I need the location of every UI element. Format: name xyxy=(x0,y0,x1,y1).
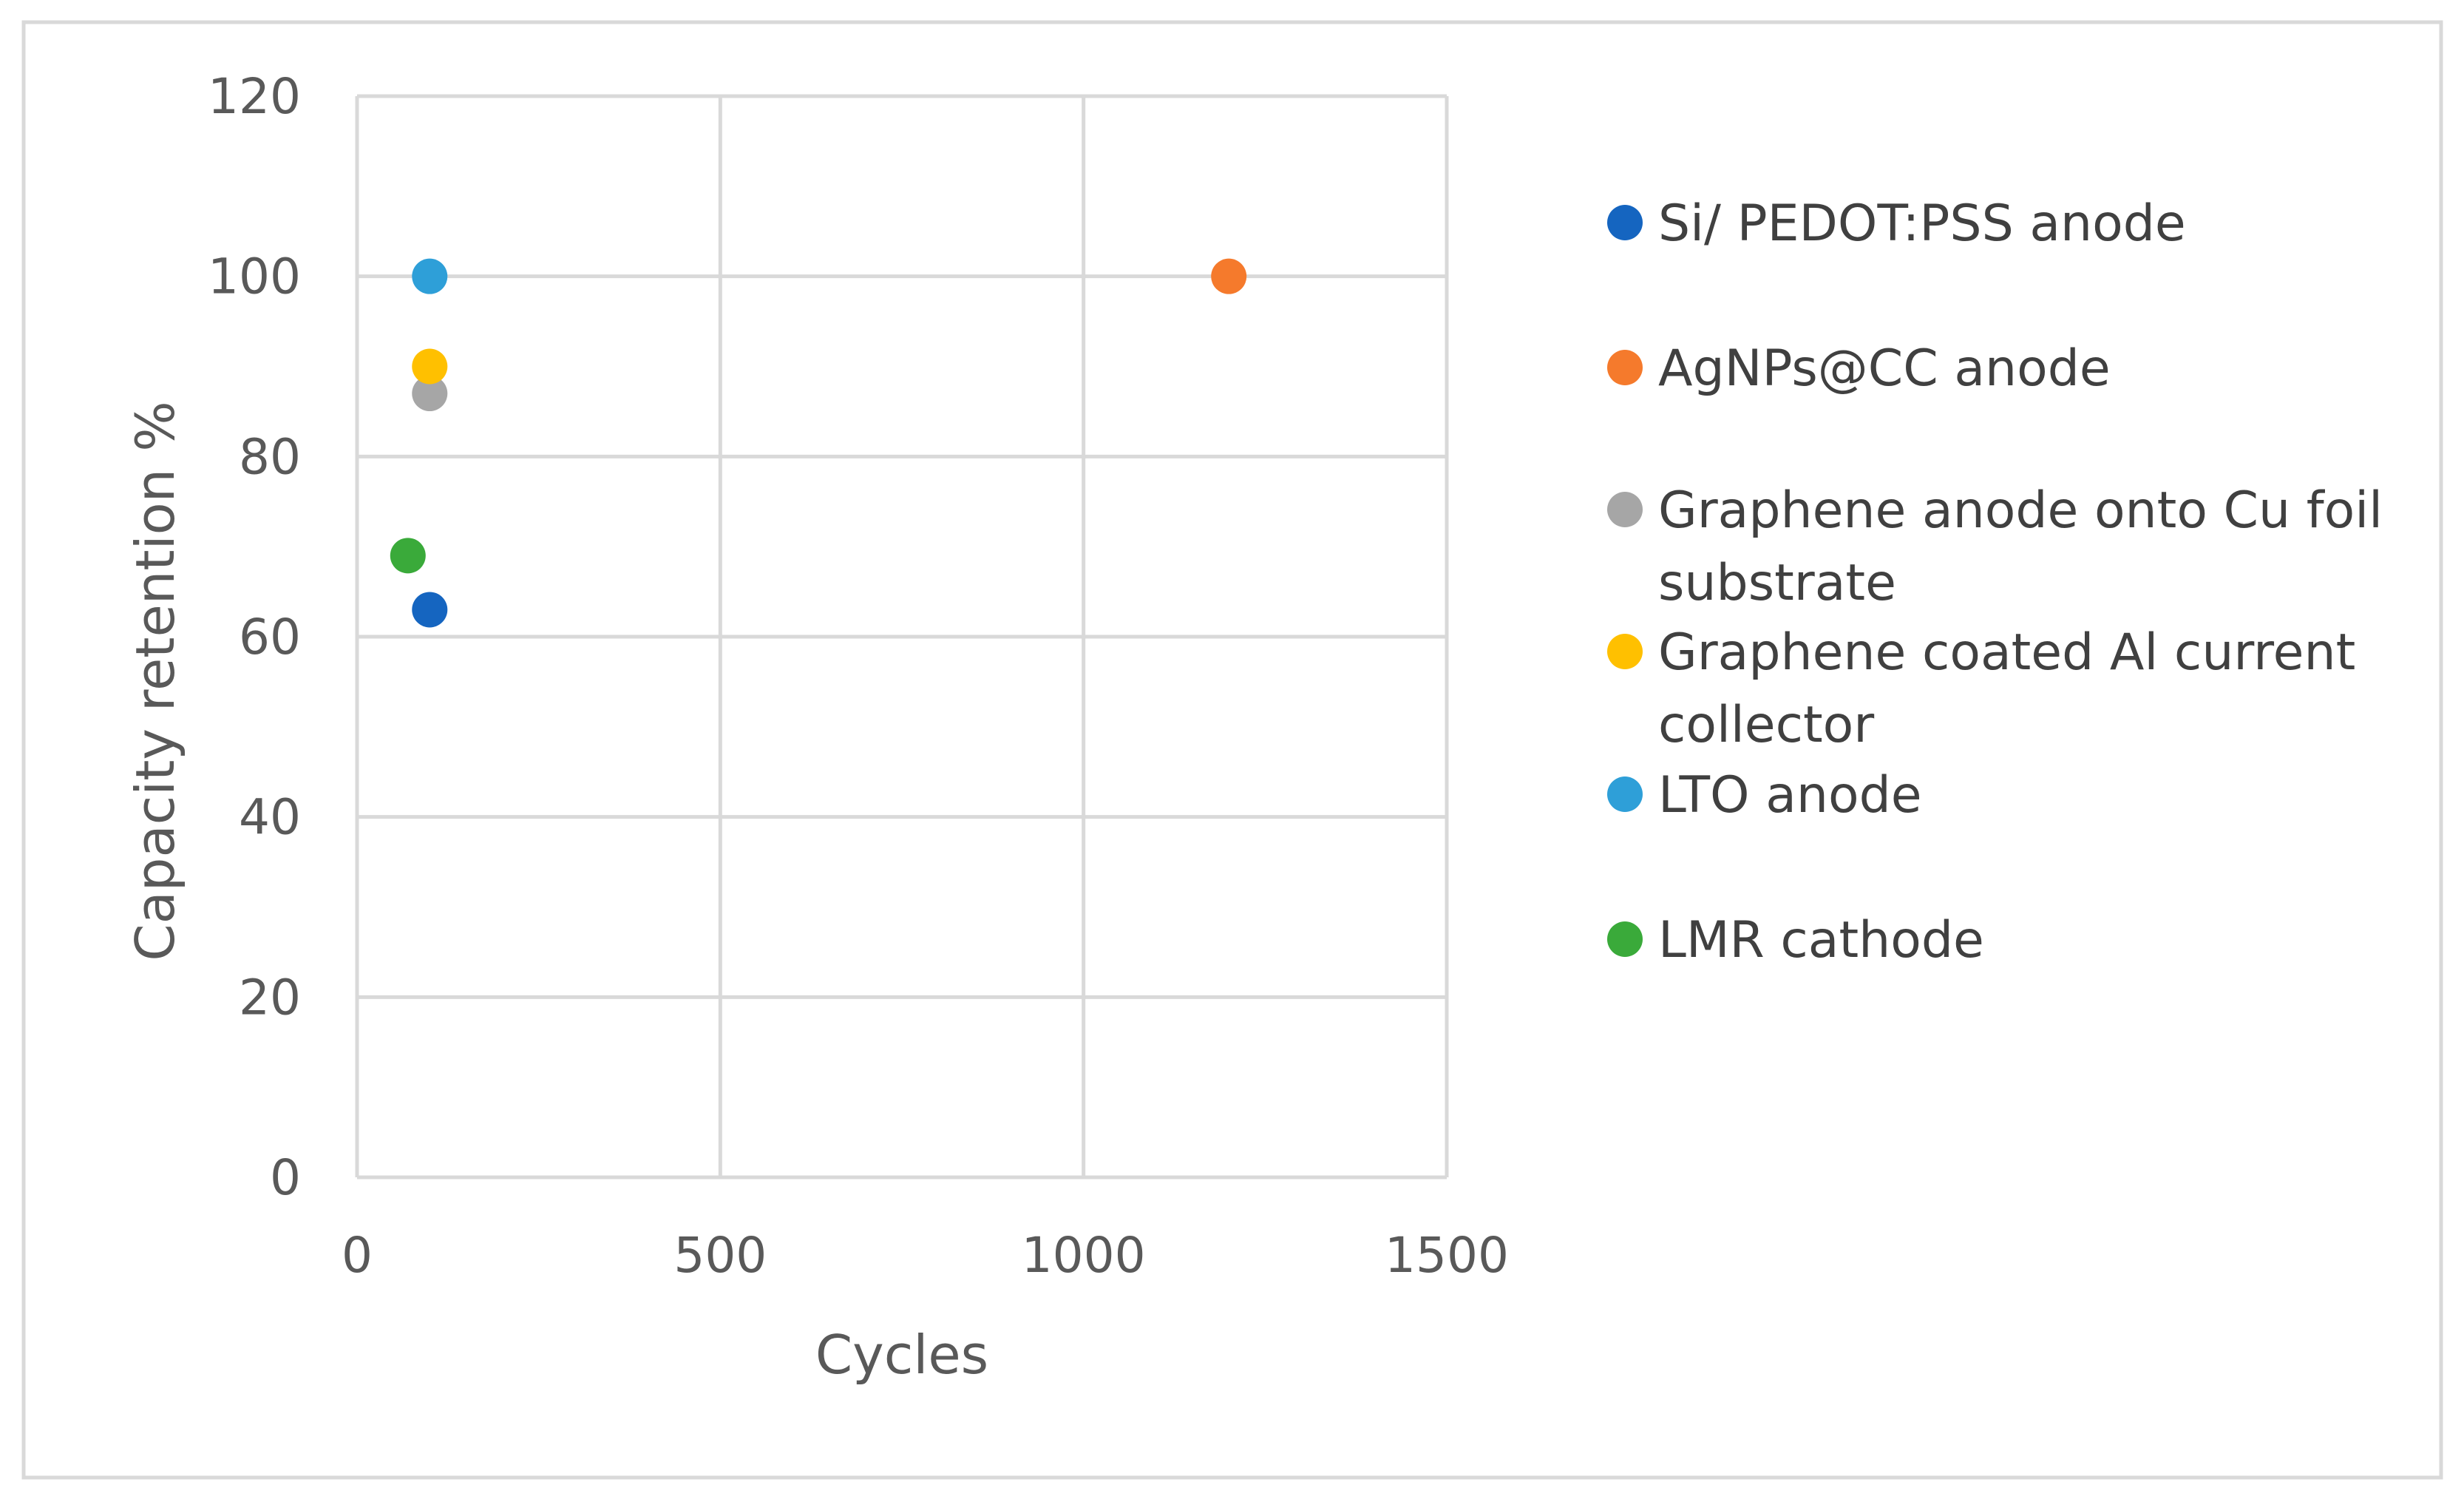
legend-label: AgNPs@CC anode xyxy=(1658,339,2111,398)
data-points xyxy=(390,258,1247,628)
x-axis-title: Cycles xyxy=(815,1324,988,1386)
data-point xyxy=(412,348,448,385)
y-tick-label: 60 xyxy=(239,609,301,666)
legend-label: Si/ PEDOT:PSS anode xyxy=(1658,194,2186,253)
legend-marker xyxy=(1607,921,1643,957)
legend-marker xyxy=(1607,350,1643,385)
x-tick-label: 1000 xyxy=(1022,1227,1146,1284)
y-tick-label: 80 xyxy=(239,428,301,485)
data-point xyxy=(390,538,426,574)
legend-item: AgNPs@CC anode xyxy=(1607,339,2111,398)
y-tick-label: 0 xyxy=(270,1149,301,1206)
legend-item: Si/ PEDOT:PSS anode xyxy=(1607,194,2186,253)
legend: Si/ PEDOT:PSS anode AgNPs@CC anode Graphen… xyxy=(1607,194,2383,970)
legend-label: LTO anode xyxy=(1658,766,1922,825)
y-tick-labels: 0 20 40 60 80 100 120 xyxy=(208,68,301,1206)
legend-item: LTO anode xyxy=(1607,766,1922,825)
legend-item: Graphene coated Al current collector xyxy=(1607,623,2355,754)
x-tick-labels: 0 500 1000 1500 xyxy=(342,1227,1509,1284)
gridlines xyxy=(355,94,1449,1180)
legend-label: LMR cathode xyxy=(1658,911,1984,970)
legend-marker xyxy=(1607,634,1643,669)
legend-marker xyxy=(1607,492,1643,527)
legend-item: LMR cathode xyxy=(1607,911,1984,970)
x-tick-label: 1500 xyxy=(1385,1227,1509,1284)
data-point xyxy=(412,592,448,628)
legend-label: Graphene coated Al current collector xyxy=(1658,623,2355,754)
data-point xyxy=(412,376,448,412)
y-tick-label: 120 xyxy=(208,68,301,125)
data-point xyxy=(1211,258,1247,294)
data-point xyxy=(412,258,448,294)
y-tick-label: 20 xyxy=(239,969,301,1026)
legend-marker xyxy=(1607,776,1643,812)
y-tick-label: 40 xyxy=(239,789,301,846)
legend-item: Graphene anode onto Cu foil substrate xyxy=(1607,481,2383,612)
x-tick-label: 0 xyxy=(342,1227,373,1284)
x-tick-label: 500 xyxy=(673,1227,767,1284)
y-axis-title: Capacity retention % xyxy=(124,401,186,961)
legend-marker xyxy=(1607,205,1643,240)
legend-label: Graphene anode onto Cu foil substrate xyxy=(1658,481,2383,612)
y-tick-label: 100 xyxy=(208,248,301,305)
